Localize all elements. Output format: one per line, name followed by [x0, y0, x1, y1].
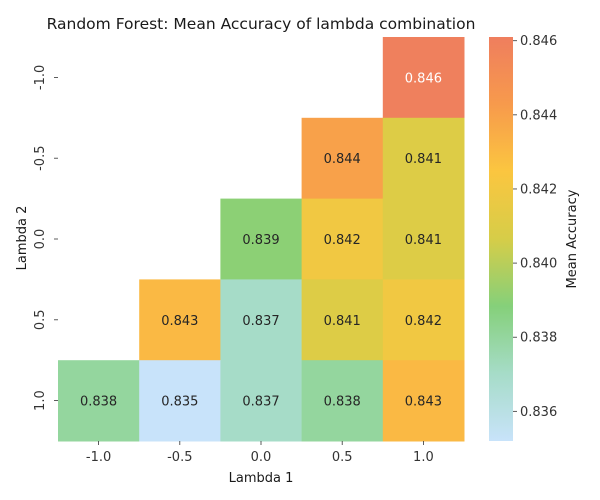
colorbar: [489, 37, 513, 441]
heatmap-cell: [301, 198, 384, 280]
colorbar-label: Mean Accuracy: [565, 189, 580, 288]
cell-value-label: 0.843: [405, 395, 442, 410]
heatmap-cells: 0.846 0.844 0.841 0.839 0.842 0.841 0.843 0.837…: [58, 37, 465, 442]
y-tick-label: 0.5: [33, 309, 48, 330]
colorbar-tick-label: 0.846: [520, 34, 557, 49]
cell-value-label: 0.838: [80, 395, 117, 410]
heatmap-cell: [382, 279, 465, 361]
cell-value-label: 0.837: [242, 314, 279, 329]
heatmap-cell: [301, 279, 384, 361]
x-tick-label: -1.0: [86, 450, 111, 465]
heatmap-cell: [382, 360, 465, 442]
x-tick-label: 1.0: [413, 450, 434, 465]
heatmap-cell: [301, 117, 384, 200]
cell-value-label: 0.837: [242, 395, 279, 410]
cell-value-label: 0.846: [405, 71, 442, 86]
heatmap-cell: [220, 360, 303, 442]
y-tick-label: -0.5: [33, 146, 48, 171]
colorbar-tick-label: 0.838: [520, 331, 557, 346]
cell-value-label: 0.841: [324, 314, 361, 329]
x-tick-label: -0.5: [167, 450, 192, 465]
heatmap-cell: [220, 279, 303, 361]
colorbar-tick-label: 0.842: [520, 182, 557, 197]
heatmap-cell: [382, 198, 465, 280]
heatmap-cell: [139, 279, 221, 361]
colorbar-tick-label: 0.836: [520, 405, 557, 420]
heatmap-cell: [139, 360, 221, 442]
cell-value-label: 0.843: [161, 314, 198, 329]
cell-value-label: 0.842: [405, 314, 442, 329]
colorbar-ticks: 0.836 0.838 0.840 0.842 0.844 0.846: [513, 34, 557, 420]
heatmap-cell: [382, 37, 465, 119]
cell-value-label: 0.841: [405, 152, 442, 167]
chart-title: Random Forest: Mean Accuracy of lambda c…: [47, 15, 476, 33]
colorbar-tick-label: 0.840: [520, 257, 557, 272]
x-axis-label: Lambda 1: [229, 471, 294, 486]
heatmap-cell: [382, 117, 465, 200]
y-tick-label: 1.0: [33, 390, 48, 411]
cell-value-label: 0.835: [161, 395, 198, 410]
y-axis-label: Lambda 2: [15, 206, 30, 271]
y-tick-label: -1.0: [33, 65, 48, 90]
y-axis-ticks: -1.0 -0.5 0.0 0.5 1.0: [33, 65, 58, 411]
heatmap-cell: [301, 360, 384, 442]
cell-value-label: 0.844: [324, 152, 361, 167]
x-tick-label: 0.0: [251, 450, 272, 465]
y-tick-label: 0.0: [33, 229, 48, 250]
heatmap-cell: [220, 198, 303, 280]
cell-value-label: 0.841: [405, 233, 442, 248]
heatmap-cell: [58, 360, 140, 442]
cell-value-label: 0.842: [324, 233, 361, 248]
colorbar-tick-label: 0.844: [520, 108, 557, 123]
x-axis-ticks: -1.0 -0.5 0.0 0.5 1.0: [86, 441, 434, 465]
cell-value-label: 0.838: [324, 395, 361, 410]
x-tick-label: 0.5: [332, 450, 353, 465]
cell-value-label: 0.839: [242, 233, 279, 248]
